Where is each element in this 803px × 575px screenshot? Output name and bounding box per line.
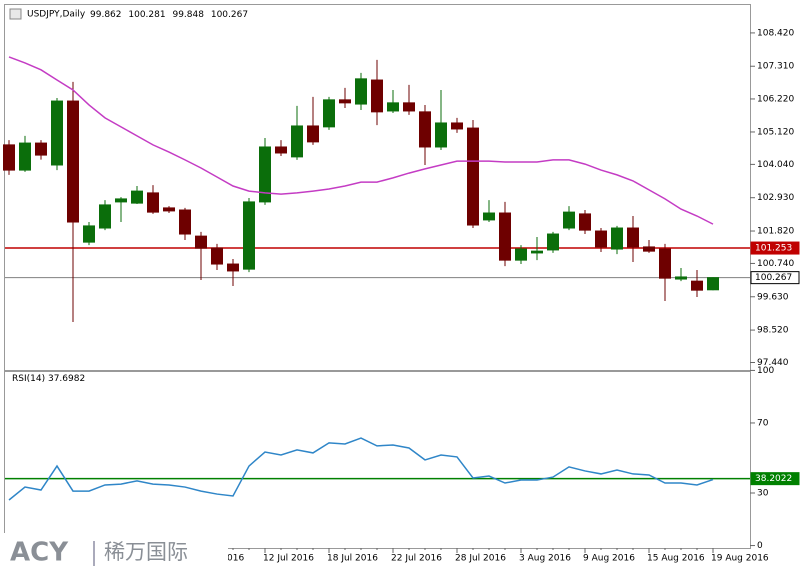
candle-body: [595, 230, 607, 248]
candle-body: [627, 227, 639, 248]
candle-body: [163, 207, 175, 212]
candle-body: [83, 225, 95, 243]
x-tick-label: 12 Jul 2016: [263, 554, 314, 564]
x-tick-label: 18 Jul 2016: [327, 554, 378, 564]
high-value: 100.281: [128, 10, 165, 20]
candle-body: [451, 122, 463, 130]
candle-body: [403, 102, 415, 112]
y-tick-label: 97.440: [757, 358, 789, 368]
y-tick-label: 105.120: [757, 127, 794, 137]
open-value: 99.862: [90, 10, 122, 20]
candle-body: [3, 144, 15, 171]
candle-body: [211, 247, 223, 265]
candle-body: [275, 146, 287, 154]
candle-body: [531, 250, 543, 254]
y-tick-label: 108.420: [757, 28, 794, 38]
level-label: 101.253: [755, 244, 792, 254]
x-tick-label: 28 Jul 2016: [455, 554, 506, 564]
rsi-name: RSI(14): [12, 374, 45, 384]
symbol-icon: [9, 8, 22, 20]
x-tick-label: 3 Aug 2016: [519, 554, 571, 564]
close-value: 100.267: [211, 10, 248, 20]
moving-average: [8, 56, 714, 225]
candle-body: [19, 142, 31, 171]
candle-body: [499, 212, 511, 261]
candle-body: [99, 204, 111, 229]
current-price-box: [750, 271, 800, 285]
y-tick-label: 106.220: [757, 94, 794, 104]
plot: 97.440 98.520 99.630 100.740 101.820 102.930 1…: [3, 28, 800, 564]
watermark-bg: [0, 533, 228, 575]
candle-body: [51, 100, 63, 166]
y-tick-label: 70: [757, 418, 769, 428]
level-box: [750, 241, 800, 255]
candle-body: [483, 212, 495, 221]
low-value: 99.848: [172, 10, 204, 20]
y-tick-label: 101.820: [757, 227, 794, 237]
candle-body: [323, 99, 335, 128]
candle-body: [243, 201, 255, 270]
y-tick-label: 107.310: [757, 62, 794, 72]
x-tick-label: 9 Aug 2016: [583, 554, 635, 564]
candle-body: [371, 79, 383, 113]
y-tick-label: 102.930: [757, 193, 794, 203]
candle-body: [67, 100, 79, 223]
current-price-label: 100.267: [755, 273, 792, 283]
level-box: [750, 472, 800, 486]
y-tick-label: 30: [757, 489, 769, 499]
rsi-line: [8, 437, 714, 501]
candle-body: [579, 213, 591, 231]
x-tick-label: 19 Aug 2016: [711, 554, 769, 564]
rsi-value: 37.6982: [48, 374, 85, 384]
candle-body: [515, 248, 527, 261]
rsi-title: RSI(14) 37.6982: [12, 374, 85, 384]
candle-body: [643, 246, 655, 252]
y-tick-label: 100.740: [757, 259, 794, 269]
candle-body: [131, 190, 143, 204]
candle-body: [387, 102, 399, 112]
candle-body: [179, 209, 191, 235]
candle-body: [307, 125, 319, 143]
candle-body: [259, 146, 271, 203]
candle-body: [339, 99, 351, 104]
candle-body: [419, 111, 431, 148]
candle-body: [195, 235, 207, 249]
watermark-name: 稀万国际: [104, 540, 188, 564]
x-tick-label: 22 Jul 2016: [391, 554, 442, 564]
candle-body: [563, 211, 575, 229]
candle-body: [691, 280, 703, 291]
candle-body: [435, 122, 447, 148]
candle-body: [547, 233, 559, 251]
candle-body: [467, 127, 479, 226]
candle-body: [115, 198, 127, 203]
x-tick-label: 15 Aug 2016: [647, 554, 705, 564]
candle-body: [611, 227, 623, 250]
ohlc-header: 99.862 100.281 99.848 100.267: [90, 10, 248, 20]
y-tick-label: 0: [757, 541, 763, 551]
y-tick-label: 98.520: [757, 326, 789, 336]
candle-body: [291, 125, 303, 158]
watermark-brand: ACY: [10, 538, 69, 568]
candle-body: [675, 276, 687, 280]
candle-body: [355, 78, 367, 105]
candle-body: [35, 142, 47, 156]
candle-body: [707, 277, 719, 291]
candle-body: [227, 263, 239, 272]
y-tick-label: 99.630: [757, 292, 789, 302]
level-label: 38.2022: [755, 474, 792, 484]
candle-body: [659, 248, 671, 279]
watermark: ACY 稀万国际: [0, 533, 228, 575]
main-frame: [4, 4, 751, 371]
candle-body: [147, 192, 159, 213]
y-tick-label: 100: [757, 366, 774, 376]
symbol-title: USDJPY,Daily: [27, 10, 86, 20]
y-tick-label: 104.040: [757, 160, 794, 170]
